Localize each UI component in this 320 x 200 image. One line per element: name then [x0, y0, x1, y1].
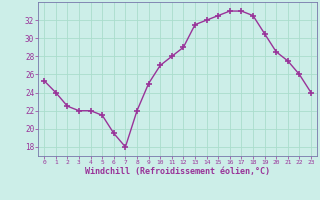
X-axis label: Windchill (Refroidissement éolien,°C): Windchill (Refroidissement éolien,°C) — [85, 167, 270, 176]
